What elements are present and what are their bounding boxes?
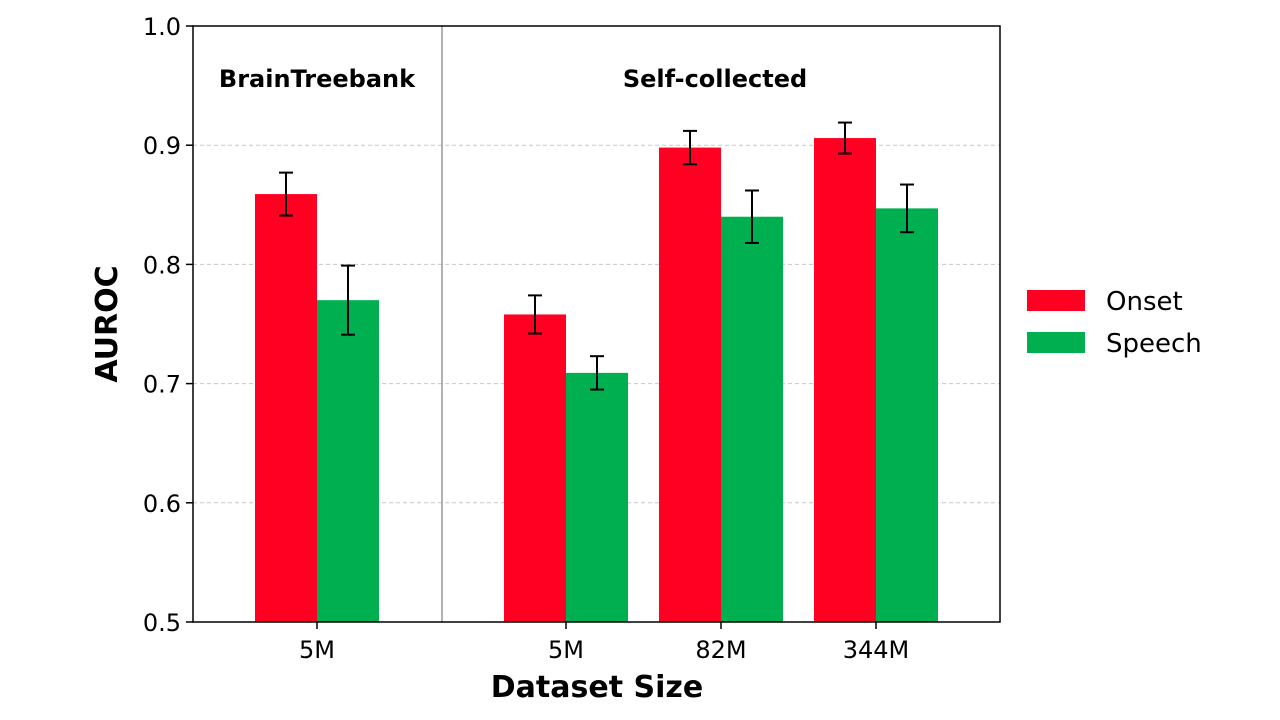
y-axis: 0.5 0.6 0.7 0.8 0.9 1.0 — [143, 13, 193, 637]
legend-label-onset: Onset — [1106, 287, 1183, 317]
x-axis-title: Dataset Size — [491, 670, 703, 705]
y-tick-label: 0.9 — [143, 132, 181, 160]
legend-label-speech: Speech — [1106, 329, 1202, 359]
error-bars — [279, 121, 914, 391]
bar-onset — [255, 194, 317, 622]
y-tick-label: 0.7 — [143, 371, 181, 399]
bar-onset — [504, 314, 566, 622]
legend-swatch-speech — [1027, 332, 1085, 353]
group-title-braintreebank: BrainTreebank — [219, 65, 416, 93]
bar-speech — [317, 300, 379, 622]
legend-swatch-onset — [1027, 290, 1085, 311]
x-tick-label: 5M — [548, 636, 584, 664]
y-axis-title: AUROC — [90, 265, 125, 382]
x-tick-label: 82M — [695, 636, 746, 664]
bar-speech — [876, 208, 938, 622]
group-title-self-collected: Self-collected — [623, 65, 807, 93]
bar-onset — [814, 138, 876, 622]
y-tick-label: 1.0 — [143, 13, 181, 41]
y-tick-label: 0.6 — [143, 490, 181, 518]
bar-speech — [566, 372, 628, 622]
x-axis: 5M 5M 82M 344M — [299, 622, 909, 664]
legend: Onset Speech — [1027, 287, 1202, 359]
x-tick-label: 344M — [843, 636, 910, 664]
bar-onset — [659, 147, 721, 623]
y-tick-label: 0.5 — [143, 609, 181, 637]
bars — [255, 138, 938, 623]
bar-speech — [721, 216, 783, 622]
plot-frame — [192, 25, 1001, 623]
y-tick-label: 0.8 — [143, 251, 181, 279]
x-tick-label: 5M — [299, 636, 335, 664]
